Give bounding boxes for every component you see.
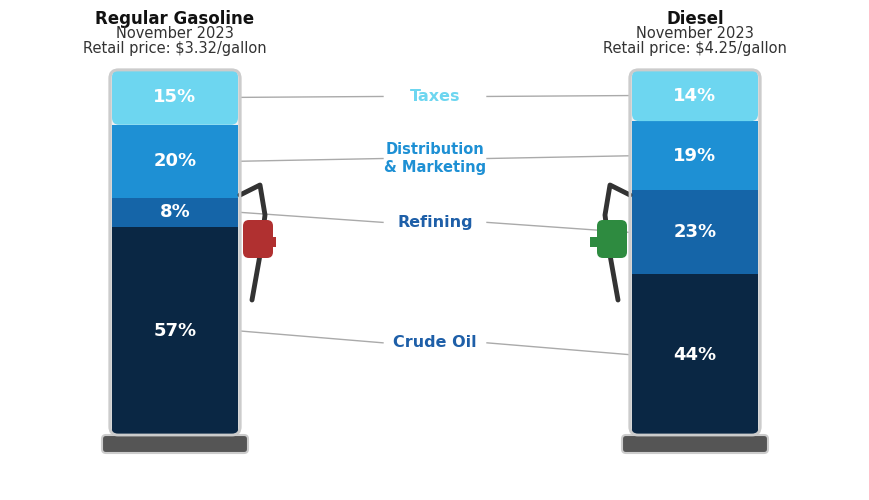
Text: Regular Gasoline: Regular Gasoline bbox=[96, 10, 255, 28]
Text: 44%: 44% bbox=[673, 346, 716, 364]
Text: 15%: 15% bbox=[153, 88, 196, 106]
Bar bbox=[112, 125, 238, 198]
Text: November 2023: November 2023 bbox=[116, 26, 234, 41]
FancyBboxPatch shape bbox=[109, 70, 240, 435]
Bar bbox=[631, 121, 757, 190]
FancyBboxPatch shape bbox=[596, 220, 627, 258]
Text: 57%: 57% bbox=[153, 322, 196, 340]
Bar bbox=[112, 198, 238, 227]
Text: 14%: 14% bbox=[673, 86, 716, 104]
FancyBboxPatch shape bbox=[631, 70, 757, 121]
FancyBboxPatch shape bbox=[621, 435, 767, 453]
FancyBboxPatch shape bbox=[102, 435, 248, 453]
Bar bbox=[112, 227, 238, 435]
Text: 19%: 19% bbox=[673, 147, 716, 165]
Text: November 2023: November 2023 bbox=[635, 26, 753, 41]
Text: 20%: 20% bbox=[153, 152, 196, 170]
Text: Retail price: $4.25/gallon: Retail price: $4.25/gallon bbox=[602, 41, 786, 56]
Text: 23%: 23% bbox=[673, 224, 716, 242]
FancyBboxPatch shape bbox=[112, 70, 238, 125]
Text: 8%: 8% bbox=[159, 204, 190, 222]
Text: Retail price: $3.32/gallon: Retail price: $3.32/gallon bbox=[83, 41, 267, 56]
Text: Distribution
& Marketing: Distribution & Marketing bbox=[383, 142, 486, 174]
Text: Crude Oil: Crude Oil bbox=[393, 336, 476, 350]
FancyBboxPatch shape bbox=[629, 70, 760, 435]
FancyBboxPatch shape bbox=[242, 220, 273, 258]
Text: Taxes: Taxes bbox=[409, 89, 460, 104]
Bar bbox=[266, 237, 275, 247]
Bar bbox=[631, 190, 757, 274]
Bar bbox=[631, 274, 757, 435]
Text: Refining: Refining bbox=[397, 215, 472, 230]
Text: Diesel: Diesel bbox=[666, 10, 723, 28]
Bar bbox=[589, 237, 600, 247]
